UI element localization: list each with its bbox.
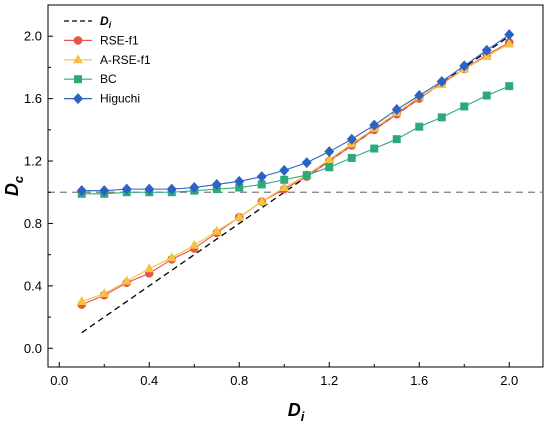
point-higuchi	[189, 182, 200, 194]
x-tick-label: 0.4	[140, 373, 158, 388]
series-line-bc	[81, 85, 510, 195]
x-tick-label: 1.2	[320, 373, 338, 388]
point-higuchi	[414, 90, 425, 101]
point-bc	[325, 163, 334, 172]
point-bc	[347, 153, 356, 162]
x-axis-title-main: D	[288, 400, 301, 420]
x-tick-label: 0.8	[230, 373, 248, 388]
series-group	[76, 29, 515, 334]
legend-marker-rse-f1	[73, 36, 83, 45]
y-axis-title-main: D	[2, 183, 22, 196]
plot-frame	[47, 4, 544, 368]
y-tick-label: 2.0	[24, 29, 42, 44]
point-a-rse-f1	[144, 263, 155, 273]
y-tick-label: 0.0	[24, 341, 42, 356]
x-tick-label: 2.0	[500, 373, 518, 388]
x-axis-title: Di	[288, 400, 305, 424]
y-axis-title-sub: c	[11, 175, 26, 183]
y-axis-title: Dc	[2, 175, 26, 196]
y-tick-label: 0.4	[24, 278, 42, 293]
point-a-rse-f1	[76, 295, 87, 305]
legend-marker-higuchi	[73, 93, 83, 105]
legend-label-di: Di	[100, 14, 112, 30]
point-bc	[235, 183, 244, 192]
point-higuchi	[301, 157, 312, 169]
axes-group: 0.0 0.4 0.8 1.2 1.6 2.0 0.0 0.4 0.8 1.2 1.6 2.0	[24, 29, 518, 388]
point-higuchi	[76, 185, 87, 197]
point-higuchi	[279, 164, 290, 176]
point-bc	[257, 180, 266, 189]
point-bc	[302, 171, 311, 180]
point-a-rse-f1	[279, 182, 290, 192]
point-bc	[392, 135, 401, 144]
point-higuchi	[256, 171, 267, 183]
point-higuchi	[121, 183, 132, 195]
x-tick-label: 0.0	[50, 373, 68, 388]
legend-label-bc: BC	[100, 72, 117, 86]
point-a-rse-f1	[256, 196, 267, 206]
point-a-rse-f1	[324, 153, 335, 163]
point-bc	[482, 91, 491, 100]
point-bc	[505, 82, 514, 91]
point-bc	[437, 113, 446, 122]
point-a-rse-f1	[234, 211, 245, 221]
legend-label-higuchi: Higuchi	[100, 92, 140, 106]
point-higuchi	[166, 183, 177, 195]
point-a-rse-f1	[211, 225, 222, 235]
point-higuchi	[144, 183, 155, 195]
point-a-rse-f1	[121, 275, 132, 285]
point-higuchi	[346, 133, 357, 145]
point-bc	[280, 175, 289, 184]
x-axis-title-sub: i	[301, 409, 305, 424]
point-higuchi	[459, 60, 470, 72]
point-a-rse-f1	[504, 38, 515, 48]
point-higuchi	[324, 146, 335, 158]
y-tick-label: 1.2	[24, 154, 42, 169]
point-bc	[460, 102, 469, 111]
point-higuchi	[436, 75, 447, 87]
point-higuchi	[391, 104, 402, 116]
legend-label-sub: i	[109, 20, 112, 30]
y-tick-label: 0.8	[24, 216, 42, 231]
point-higuchi	[211, 178, 222, 190]
legend: Di RSE-f1 A-RSE-f1 BC Higuchi	[64, 14, 151, 106]
legend-label-rse-f1: RSE-f1	[100, 33, 139, 47]
legend-marker-bc	[74, 75, 82, 84]
point-bc	[370, 144, 379, 153]
point-higuchi	[504, 29, 515, 41]
x-tick-label: 1.6	[410, 373, 428, 388]
point-a-rse-f1	[189, 239, 200, 249]
point-bc	[415, 122, 424, 131]
legend-label-a-rse-f1: A-RSE-f1	[100, 53, 151, 67]
point-a-rse-f1	[99, 288, 110, 298]
point-higuchi	[369, 119, 380, 131]
point-higuchi	[234, 175, 245, 187]
point-higuchi	[481, 44, 492, 56]
legend-marker-a-rse-f1	[73, 54, 83, 64]
legend-label-main: D	[100, 14, 109, 28]
point-higuchi	[99, 185, 110, 197]
point-a-rse-f1	[166, 252, 177, 262]
y-tick-label: 1.6	[24, 91, 42, 106]
